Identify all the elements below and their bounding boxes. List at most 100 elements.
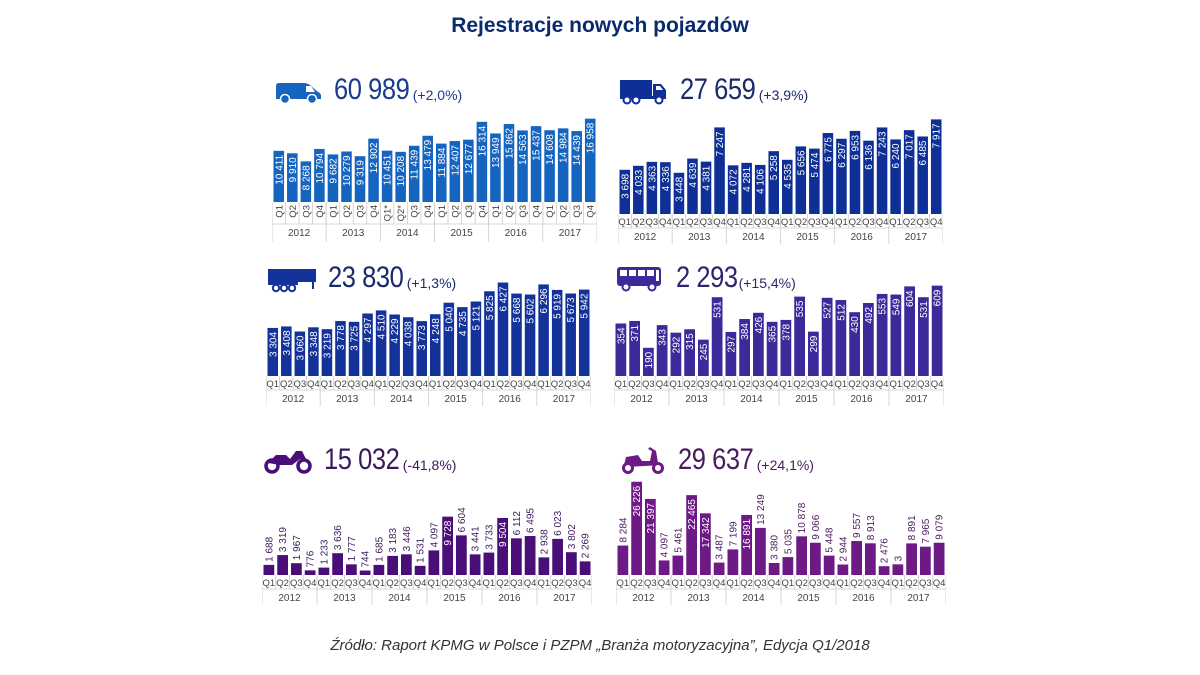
quarter-tick-label: Q1: [780, 379, 793, 390]
bar: [782, 159, 793, 214]
quarter-tick-label: Q3: [752, 379, 765, 390]
year-label: 2015: [795, 394, 818, 405]
bar: [810, 542, 821, 575]
year-label: 2014: [396, 228, 419, 239]
bar: [401, 554, 412, 575]
year-label: 2017: [553, 593, 576, 604]
bar: [780, 319, 792, 376]
quarter-tick-label: Q4: [469, 578, 482, 589]
quarter-tick-label: Q1: [890, 379, 903, 390]
quarter-tick-label: Q3: [700, 217, 713, 228]
year-label: 2015: [796, 232, 819, 243]
data-label: 14 608: [545, 134, 556, 165]
data-label: 6 296: [539, 288, 550, 313]
data-label: 1 967: [292, 535, 303, 560]
data-label: 12 407: [450, 145, 461, 176]
year-label: 2013: [687, 593, 710, 604]
bar: [672, 555, 684, 575]
bar: [362, 313, 373, 376]
quarter-tick-label: Q1: [615, 379, 628, 390]
bar: [931, 285, 943, 376]
panel-vans: 60 989 (+2,0%) 10 411 Q1 9 910 Q2 8 268 Q3 10 …: [272, 70, 597, 245]
quarter-tick-label: Q1: [835, 217, 848, 228]
quarter-tick-label: Q1*: [383, 205, 394, 222]
quarter-tick-label: Q3: [356, 205, 367, 218]
quarter-tick-label: Q3: [410, 205, 421, 218]
data-label: 609: [933, 289, 944, 306]
quarter-tick-label: Q1: [545, 205, 556, 218]
quarter-tick-label: Q3: [455, 578, 468, 589]
data-label: 4 097: [429, 522, 440, 547]
year-label: 2013: [333, 593, 356, 604]
quarter-tick-label: Q3: [862, 217, 875, 228]
data-label: 315: [685, 333, 696, 350]
bar: [578, 289, 590, 376]
year-label: 2012: [282, 394, 305, 405]
data-label: 378: [781, 323, 792, 340]
bar: [727, 549, 739, 575]
bar: [308, 327, 319, 376]
data-label: 4 639: [688, 162, 699, 187]
data-label: 14 563: [518, 134, 529, 165]
quarter-tick-label: Q2: [848, 379, 861, 390]
bar: [551, 289, 563, 376]
bar-chart-scooters: 8 284 Q1 26 226 Q2 21 397 Q3 4 097 Q4 5 461 Q1 22 …: [616, 481, 946, 605]
bar: [571, 131, 582, 202]
data-label: 4 038: [404, 321, 415, 346]
bar: [402, 317, 414, 376]
data-label: 10 208: [396, 155, 407, 186]
bar: [930, 119, 942, 214]
year-label: 2014: [742, 593, 765, 604]
quarter-tick-label: Q3: [564, 379, 577, 390]
quarter-tick-label: Q2: [331, 578, 344, 589]
bar: [470, 301, 482, 376]
data-label: 4 336: [661, 166, 672, 191]
bar: [795, 146, 807, 214]
bar: [725, 331, 737, 376]
data-label: 1 688: [264, 536, 275, 561]
bar: [700, 513, 711, 575]
data-label: 512: [836, 304, 847, 321]
quarter-tick-label: Q1: [727, 217, 740, 228]
year-label: 2012: [630, 394, 653, 405]
bar: [849, 130, 861, 214]
quarter-tick-label: Q4: [658, 578, 671, 589]
data-label: 9 728: [443, 520, 454, 545]
bar: [713, 562, 725, 575]
bar: [700, 161, 712, 214]
data-label: 343: [658, 329, 669, 346]
data-label: 7 243: [878, 131, 889, 156]
bar: [511, 538, 522, 575]
bar: [906, 543, 917, 575]
quarter-tick-label: Q3: [697, 379, 710, 390]
quarter-tick-label: Q3: [518, 205, 529, 218]
quarter-tick-label: Q1: [328, 205, 339, 218]
data-label: 3 441: [471, 526, 482, 551]
quarter-tick-label: Q2*: [396, 205, 407, 222]
bar: [430, 314, 441, 376]
year-label: 2017: [559, 228, 582, 239]
bar: [511, 293, 522, 376]
bar: [714, 127, 725, 214]
quarter-tick-label: Q2: [386, 578, 399, 589]
quarter-tick-label: Q4: [931, 379, 944, 390]
bar: [375, 310, 387, 376]
bar-chart-vans: 10 411 Q1 9 910 Q2 8 268 Q3 10 794 Q4 9 682 Q1 10 …: [272, 118, 597, 242]
year-label: 2014: [742, 232, 765, 243]
bar: [483, 552, 495, 575]
bar: [443, 302, 455, 376]
bar: [739, 319, 750, 376]
data-label: 11 884: [437, 147, 448, 177]
quarter-tick-label: Q2: [442, 379, 455, 390]
bar: [876, 293, 888, 376]
panel-head: 27 659 (+3,9%): [618, 70, 808, 110]
bar: [796, 536, 807, 575]
bar: [890, 139, 901, 214]
data-label: 11 439: [410, 149, 421, 179]
quarter-tick-label: Q1: [263, 578, 276, 589]
bar: [381, 150, 393, 202]
quarter-tick-label: Q3: [565, 578, 578, 589]
bar: [530, 126, 542, 202]
bar: [851, 541, 862, 575]
data-label: 5 668: [512, 297, 523, 322]
